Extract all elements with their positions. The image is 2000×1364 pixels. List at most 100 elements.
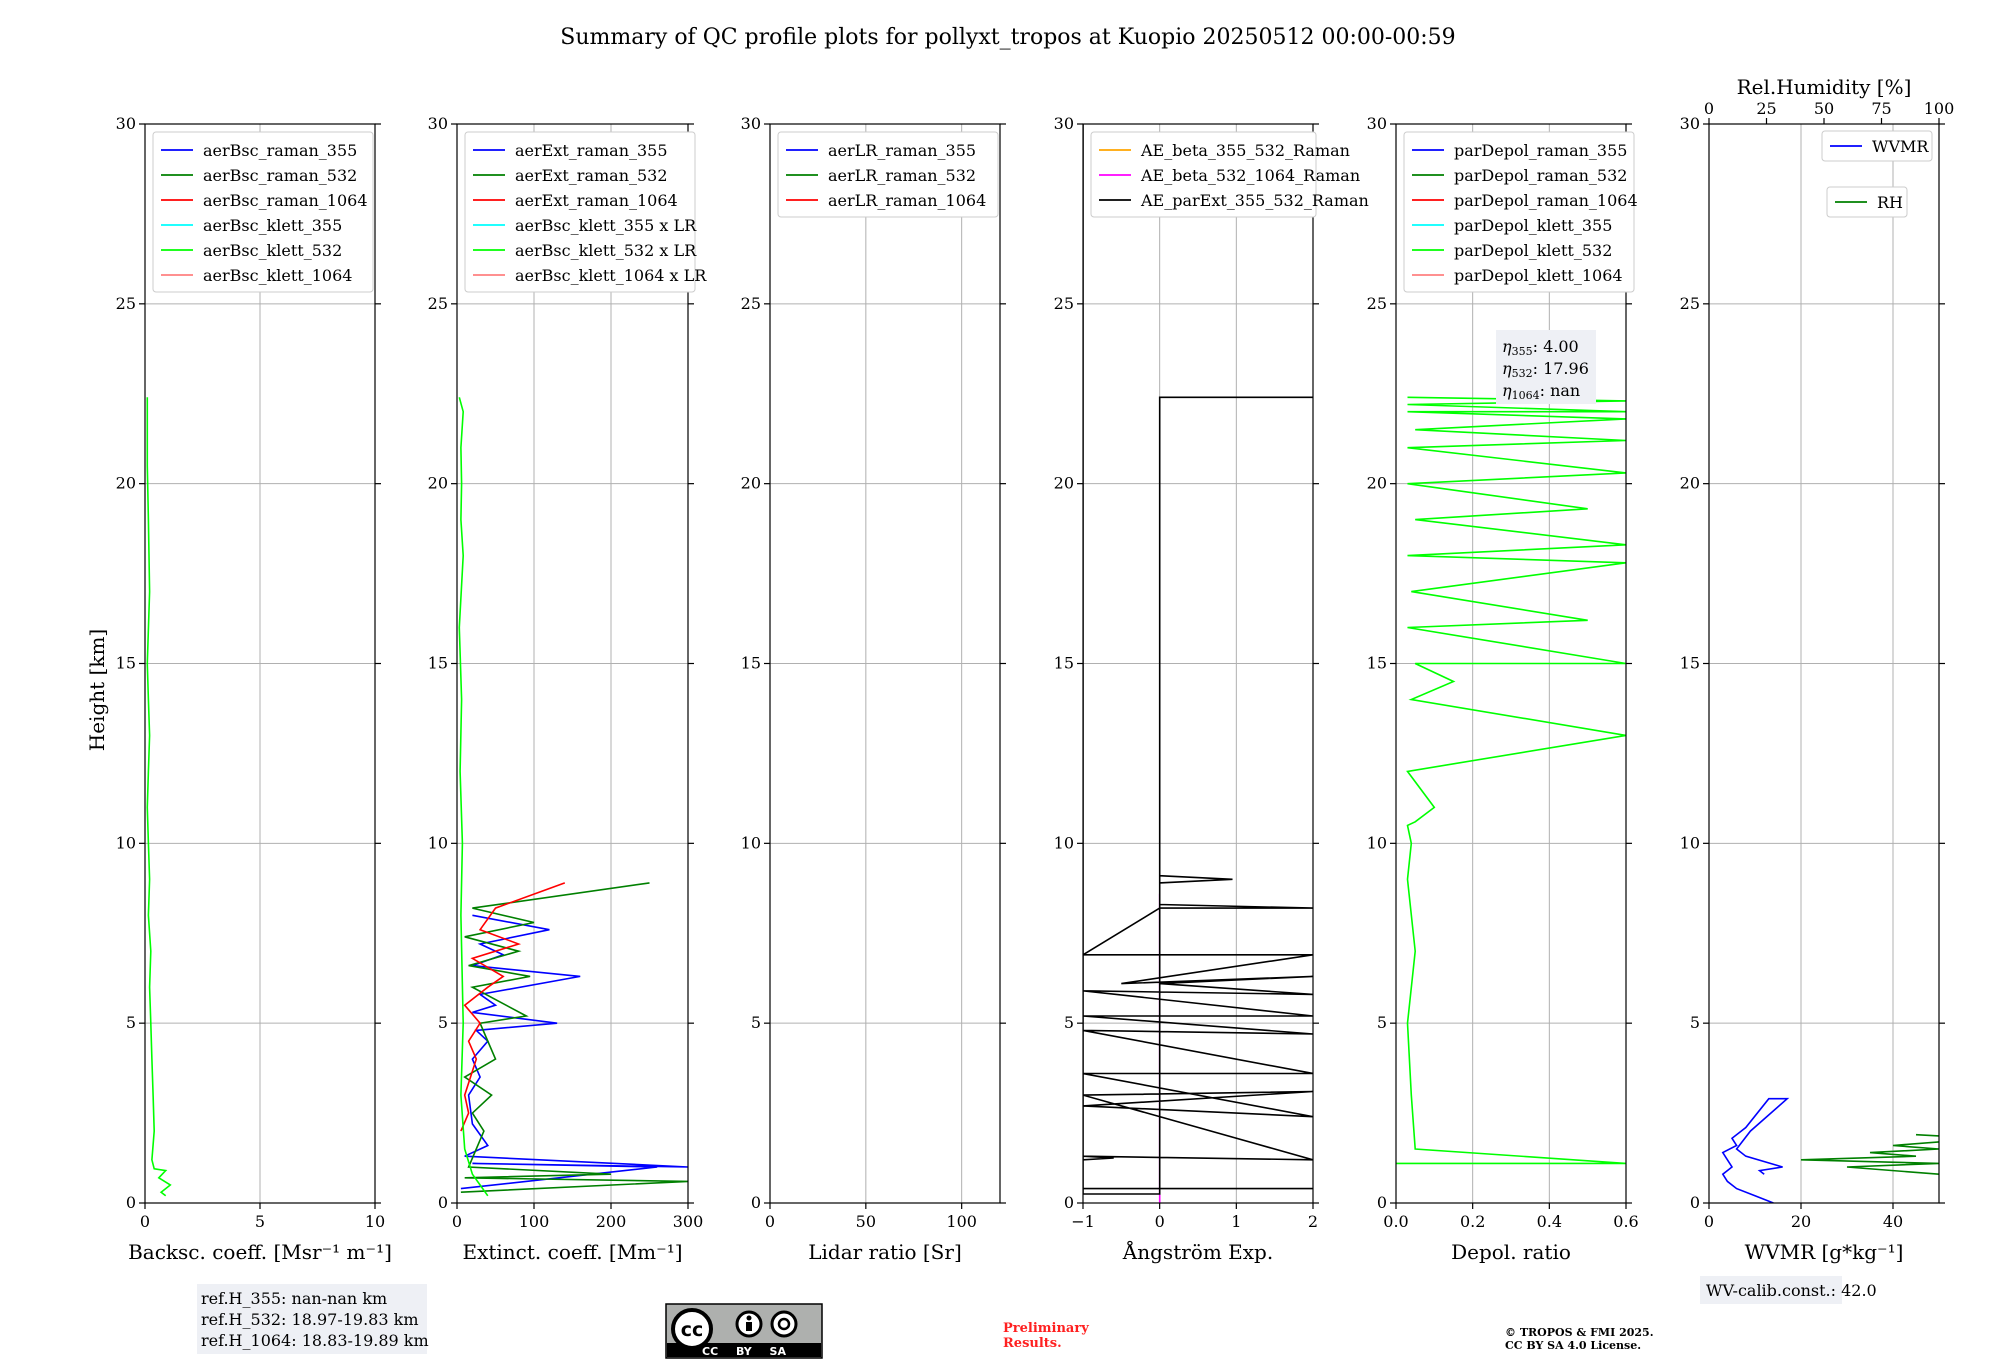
panel-depol: 0 5 10 15 20 25 30 0.0 0.2 0.4 0.6 Depol. ratio parD… xyxy=(1367,114,1639,1264)
top-tick-label: 50 xyxy=(1814,99,1834,118)
y-tick-label: 10 xyxy=(1680,833,1700,852)
preliminary-note-2: Results. xyxy=(1003,1336,1062,1351)
eta-box xyxy=(1496,330,1596,404)
x-tick-label: 40 xyxy=(1883,1212,1903,1231)
y-tick-label: 0 xyxy=(126,1193,136,1212)
y-tick-label: 5 xyxy=(751,1013,761,1032)
legend-label: aerLR_raman_355 xyxy=(828,141,976,160)
y-tick-label: 5 xyxy=(1377,1013,1387,1032)
y-tick-label: 10 xyxy=(741,833,761,852)
y-tick-label: 30 xyxy=(1680,114,1700,133)
legend-label: AE_beta_355_532_Raman xyxy=(1140,141,1350,160)
legend-rh: RH xyxy=(1826,186,1908,218)
series-rh xyxy=(1800,1133,1939,1176)
x-tick-label: 100 xyxy=(519,1212,550,1231)
y-tick-label: 15 xyxy=(116,654,136,673)
preliminary-note-1: Preliminary xyxy=(1003,1321,1089,1336)
legend-label: aerBsc_klett_1064 xyxy=(203,266,352,285)
cc-icon xyxy=(671,1308,713,1350)
legend-box xyxy=(777,131,999,218)
x-tick-label: 0.0 xyxy=(1383,1212,1408,1231)
series-wvmr xyxy=(1721,1097,1790,1203)
legend-label: parDepol_raman_1064 xyxy=(1454,191,1638,210)
series-ae-parext-355-532-raman xyxy=(1083,124,1313,1195)
wv-calib-box xyxy=(1700,1276,1842,1304)
x-tick-label: 50 xyxy=(856,1212,876,1231)
legend-label: parDepol_raman_532 xyxy=(1454,166,1627,185)
y-tick-label: 5 xyxy=(1064,1013,1074,1032)
legend-label: aerBsc_klett_355 x LR xyxy=(515,216,697,235)
legend-box xyxy=(1090,131,1317,218)
legend-box xyxy=(152,131,374,293)
y-tick-label: 15 xyxy=(741,654,761,673)
cc-license-badge[interactable]: cc CC BY SA xyxy=(665,1303,823,1359)
x-tick-label: 1 xyxy=(1231,1212,1241,1231)
y-tick-label: 25 xyxy=(1054,294,1074,313)
top-tick-label: 75 xyxy=(1871,99,1891,118)
series-aerext-raman-1064 xyxy=(460,882,566,1132)
top-axis-label: Rel.Humidity [%] xyxy=(1737,75,1912,99)
x-tick-label: 0.6 xyxy=(1613,1212,1638,1231)
legend-label: parDepol_klett_532 xyxy=(1454,241,1612,260)
y-tick-label: 0 xyxy=(751,1193,761,1212)
x-axis-label: Extinct. coeff. [Mm⁻¹] xyxy=(462,1240,682,1264)
legend-wvmr: WVMR xyxy=(1821,130,1933,162)
x-tick-label: 10 xyxy=(365,1212,385,1231)
legend-label: parDepol_klett_355 xyxy=(1454,216,1612,235)
x-tick-label: 100 xyxy=(946,1212,977,1231)
x-axis-label: Lidar ratio [Sr] xyxy=(808,1240,962,1264)
ref-height-box xyxy=(197,1284,427,1354)
legend-label: aerExt_raman_355 xyxy=(515,141,668,160)
top-tick-label: 25 xyxy=(1756,99,1776,118)
panel-lr: 0 5 10 15 20 25 30 0 50 100 Lidar ratio [Sr] aerLR_… xyxy=(741,114,1006,1264)
legend-label: aerBsc_klett_532 x LR xyxy=(515,241,697,260)
y-tick-label: 20 xyxy=(741,474,761,493)
x-axis-label: WVMR [g*kg⁻¹] xyxy=(1745,1240,1904,1264)
series-aerbsc-klett-532-x-lr xyxy=(458,397,489,1197)
x-tick-label: 300 xyxy=(673,1212,704,1231)
y-tick-label: 10 xyxy=(1367,833,1387,852)
legend: AE_beta_355_532_Raman AE_beta_532_1064_Ra… xyxy=(1090,131,1369,218)
legend-label: RH xyxy=(1877,193,1903,212)
y-tick-label: 10 xyxy=(428,833,448,852)
y-tick-label: 5 xyxy=(126,1013,136,1032)
series-aerbsc-klett-532 xyxy=(146,397,172,1197)
legend-label: aerBsc_klett_1064 x LR xyxy=(515,266,707,285)
legend-box xyxy=(1403,131,1635,293)
series-pardepol-klett-532 xyxy=(1396,396,1626,1165)
y-tick-label: 20 xyxy=(428,474,448,493)
y-tick-label: 10 xyxy=(116,833,136,852)
y-tick-label: 20 xyxy=(1054,474,1074,493)
copyright-1: © TROPOS & FMI 2025. xyxy=(1505,1326,1654,1339)
y-tick-label: 15 xyxy=(1054,654,1074,673)
eta-355: η355: 4.00 xyxy=(1502,337,1579,358)
x-tick-label: 0.2 xyxy=(1460,1212,1485,1231)
x-tick-label: 0 xyxy=(452,1212,462,1231)
sa-icon xyxy=(770,1310,798,1338)
y-tick-label: 30 xyxy=(1367,114,1387,133)
series-aerext-raman-532 xyxy=(460,882,688,1193)
eta-1064: η1064: nan xyxy=(1502,381,1580,402)
wv-calib-const: WV-calib.const.: 42.0 xyxy=(1706,1281,1877,1300)
y-tick-label: 20 xyxy=(1680,474,1700,493)
y-tick-label: 5 xyxy=(1690,1013,1700,1032)
y-tick-label: 15 xyxy=(1680,654,1700,673)
x-tick-label: 5 xyxy=(255,1212,265,1231)
legend-label: aerBsc_raman_1064 xyxy=(203,191,368,210)
legend: parDepol_raman_355 parDepol_raman_532 parD… xyxy=(1403,131,1638,293)
legend: aerExt_raman_355 aerExt_raman_532 aerExt_r… xyxy=(464,131,707,293)
legend: aerLR_raman_355 aerLR_raman_532 aerLR_rama… xyxy=(777,131,999,218)
x-tick-label: 0 xyxy=(1704,1212,1714,1231)
x-tick-label: −1 xyxy=(1071,1212,1095,1231)
y-tick-label: 0 xyxy=(1377,1193,1387,1212)
y-tick-label: 0 xyxy=(1064,1193,1074,1212)
copyright-2: CC BY SA 4.0 License. xyxy=(1505,1339,1641,1352)
legend-label: parDepol_klett_1064 xyxy=(1454,266,1623,285)
x-tick-label: 0 xyxy=(140,1212,150,1231)
y-axis-label: Height [km] xyxy=(85,629,109,751)
